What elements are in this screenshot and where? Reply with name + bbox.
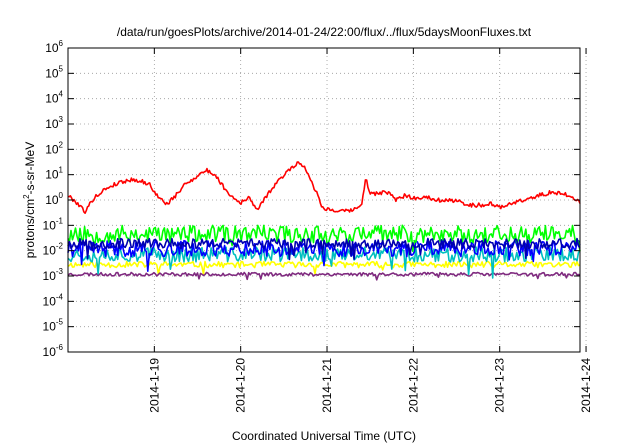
x-axis-label: Coordinated Universal Time (UTC) (232, 429, 416, 443)
y-tick-label: 10-5 (43, 318, 64, 334)
series-line (67, 237, 581, 261)
y-tick-label: 10-3 (43, 267, 64, 283)
y-axis-label-prefix: protons/cm (23, 199, 37, 258)
y-axis-label: protons/cm2-s-sr-MeV (22, 142, 37, 258)
y-tick-label: 10-1 (43, 216, 64, 232)
series-line (67, 161, 581, 214)
y-tick-label: 100 (45, 191, 63, 207)
y-tick-label: 105 (45, 64, 63, 80)
series-line (67, 224, 581, 253)
series-group (67, 161, 581, 281)
y-tick-label: 102 (45, 140, 63, 156)
series-line (67, 239, 581, 272)
axes: 10-6 10-5 10-4 10-3 10-2 10-1 100 101 102 103 104 1… (43, 39, 594, 413)
y-tick-label: 101 (45, 166, 63, 182)
x-tick-label: 2014-1-23 (493, 358, 507, 413)
chart-title: /data/run/goesPlots/archive/2014-01-24/2… (117, 25, 532, 39)
x-tick-label: 2014-1-21 (320, 358, 334, 413)
y-axis-label-suffix: -s-sr-MeV (23, 142, 37, 195)
y-tick-label: 106 (45, 39, 63, 55)
x-tick-label: 2014-1-19 (147, 358, 161, 413)
y-tick-label: 10-4 (43, 292, 64, 308)
y-tick-label: 104 (45, 90, 63, 106)
y-tick-label: 103 (45, 115, 63, 131)
y-tick-label: 10-2 (43, 242, 64, 258)
y-axis-label-sup: 2 (22, 194, 31, 199)
y-tick-label: 10-6 (43, 343, 64, 359)
x-tick-label: 2014-1-20 (234, 358, 248, 413)
x-tick-label: 2014-1-22 (406, 358, 420, 413)
x-tick-label: 2014-1-24 (579, 358, 593, 413)
series-line (67, 271, 581, 281)
